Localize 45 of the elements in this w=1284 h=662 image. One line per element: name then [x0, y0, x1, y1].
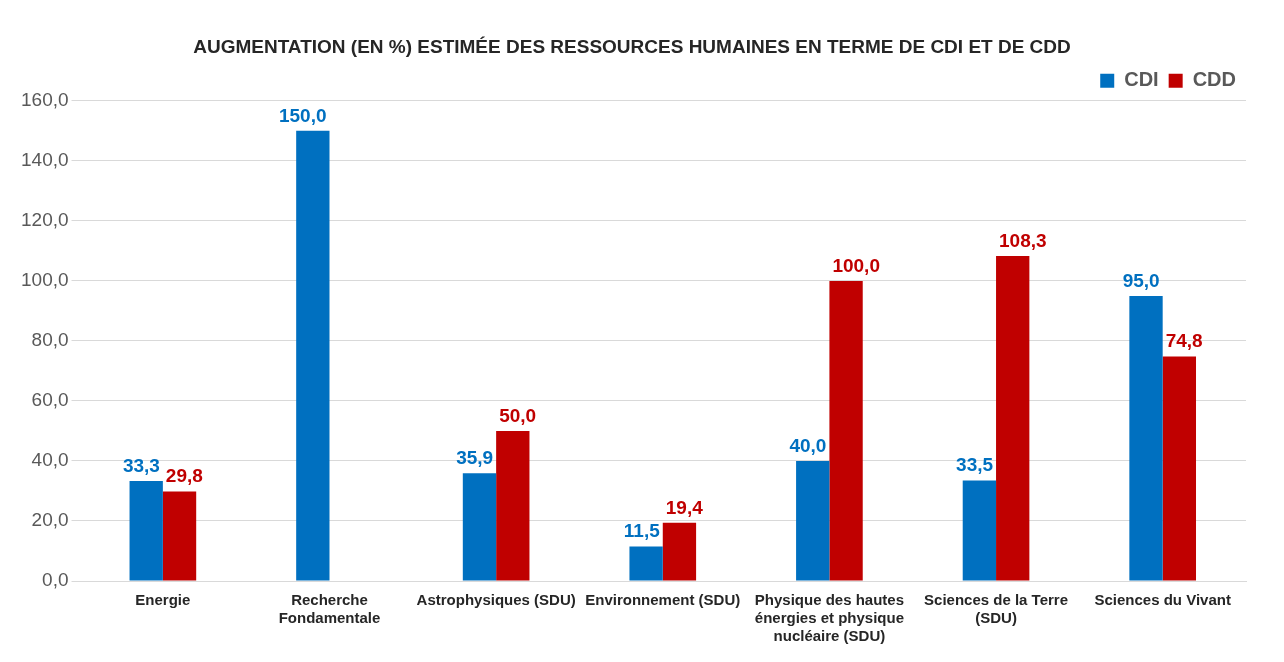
data-label: 33,3 — [122, 454, 160, 476]
y-tick-label: 40,0 — [31, 449, 69, 471]
bar — [296, 130, 330, 581]
bar — [462, 473, 497, 581]
bar — [962, 480, 997, 581]
bar — [996, 255, 1030, 581]
data-label: 108,3 — [999, 229, 1047, 251]
x-tick-label: Astrophysiques (SDU) — [416, 591, 576, 609]
legend-label: CDI — [1124, 68, 1159, 91]
y-tick-label: 160,0 — [21, 89, 69, 111]
bar — [829, 280, 863, 581]
bar — [162, 491, 197, 581]
data-label: 74,8 — [1165, 330, 1203, 352]
x-tick-label: Sciences de la Terre (SDU) — [924, 591, 1069, 627]
data-label: 29,8 — [165, 465, 203, 487]
bar — [496, 430, 530, 581]
x-tick-label: Physique des hautes énergies et physique nucléaire (SDU) — [754, 591, 905, 645]
chart-title: AUGMENTATION (EN %) ESTIMÉE DES RESSOURCES HUMAINES EN TERME DE CDI ET DE CDD — [193, 35, 1071, 57]
x-tick-label: Sciences du Vivant — [1094, 591, 1231, 609]
data-label: 40,0 — [789, 434, 827, 456]
y-tick-label: 80,0 — [31, 329, 69, 351]
data-label: 150,0 — [278, 104, 327, 126]
y-tick-label: 140,0 — [21, 149, 69, 171]
bar — [1162, 356, 1197, 581]
data-label: 11,5 — [623, 520, 661, 542]
x-tick-label: Environnement (SDU) — [585, 591, 741, 609]
y-tick-label: 100,0 — [21, 269, 69, 291]
data-label: 50,0 — [499, 404, 537, 426]
x-tick-label: Energie — [135, 591, 191, 609]
bar — [662, 522, 697, 581]
data-label: 35,9 — [456, 446, 494, 468]
x-tick-label: Recherche Fondamentale — [278, 591, 381, 627]
data-label: 100,0 — [832, 254, 880, 276]
legend-label: CDD — [1192, 68, 1237, 91]
data-label: 19,4 — [665, 496, 704, 518]
y-tick-label: 60,0 — [31, 389, 69, 411]
data-label: 95,0 — [1122, 269, 1160, 291]
y-tick-label: 20,0 — [31, 509, 69, 531]
y-tick-label: 120,0 — [21, 209, 69, 231]
bar — [796, 460, 830, 581]
y-tick-label: 0,0 — [42, 569, 69, 591]
bar — [629, 546, 663, 581]
data-label: 33,5 — [956, 454, 994, 476]
bar — [129, 481, 163, 581]
bar — [1129, 295, 1163, 581]
